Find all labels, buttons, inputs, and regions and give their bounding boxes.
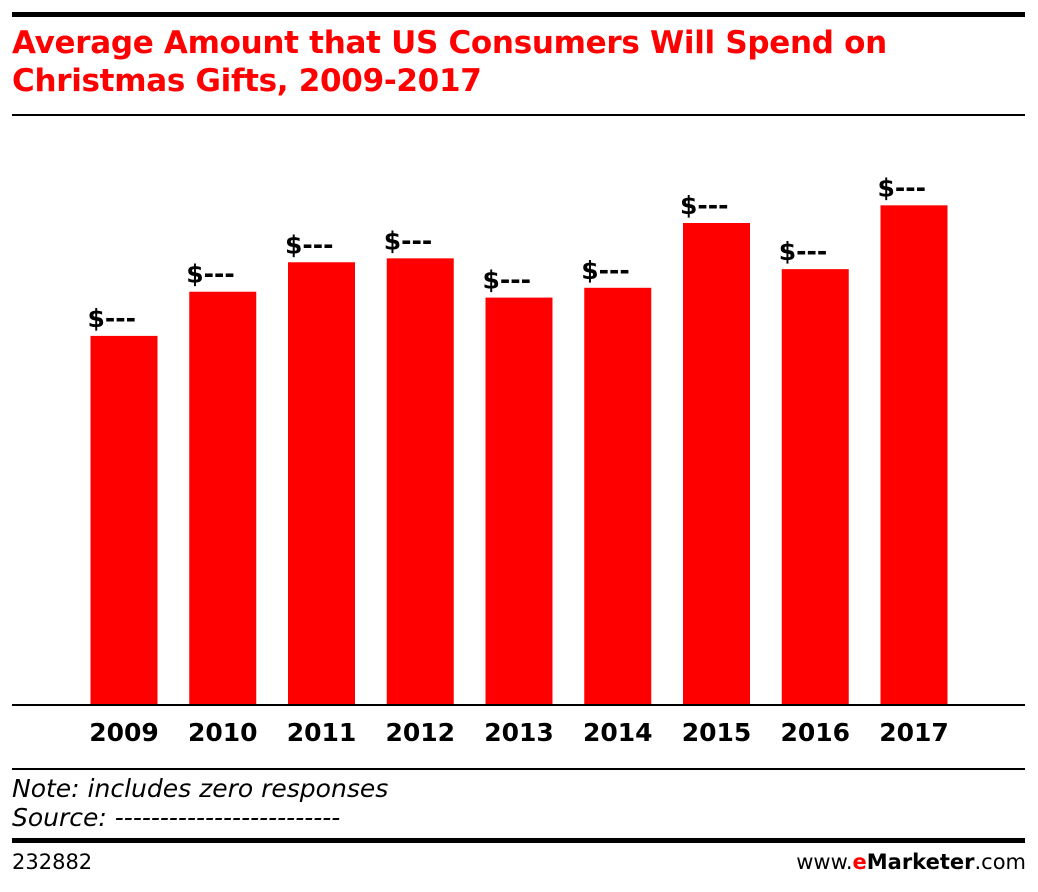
brand-e: e xyxy=(852,850,867,874)
title-rule xyxy=(12,114,1025,116)
chart-title: Average Amount that US Consumers Will Sp… xyxy=(12,25,887,99)
x-tick-label-2013: 2013 xyxy=(484,718,554,747)
bar-2010 xyxy=(189,291,257,705)
x-tick-label-2011: 2011 xyxy=(287,718,357,747)
bar-2016 xyxy=(781,269,849,705)
data-label-2012: $--- xyxy=(384,226,433,255)
data-label-2011: $--- xyxy=(285,230,334,259)
bar-2011 xyxy=(288,262,355,705)
bar-2013 xyxy=(485,297,553,705)
brand-prefix: www. xyxy=(796,850,853,874)
brand-link[interactable]: www.eMarketer.com xyxy=(796,849,1026,875)
top-rule xyxy=(12,12,1025,17)
chart-id: 232882 xyxy=(12,850,93,874)
data-label-2014: $--- xyxy=(581,256,630,285)
brand-name: Marketer xyxy=(866,850,975,874)
brand-suffix: .com xyxy=(974,850,1026,874)
data-label-2015: $--- xyxy=(680,191,729,220)
bar-2014 xyxy=(584,287,652,705)
bar-2015 xyxy=(683,223,750,706)
bar-2009 xyxy=(90,335,158,705)
x-tick-label-2012: 2012 xyxy=(385,718,455,747)
data-label-2016: $--- xyxy=(779,237,828,266)
x-tick-label-2009: 2009 xyxy=(89,718,159,747)
data-label-2010: $--- xyxy=(186,260,235,289)
x-tick-label-2017: 2017 xyxy=(879,718,949,747)
source-text: Source: ------------------------- xyxy=(12,803,341,832)
note-text: Note: includes zero responses xyxy=(12,774,389,803)
x-tick-label-2015: 2015 xyxy=(682,718,752,747)
data-label-2017: $--- xyxy=(878,173,927,202)
data-label-2009: $--- xyxy=(88,304,137,333)
note-rule xyxy=(12,768,1025,770)
data-label-2013: $--- xyxy=(483,266,532,295)
bottom-rule xyxy=(12,838,1025,843)
chart-notes: Note: includes zero responses Source: --… xyxy=(12,774,388,832)
x-tick-label-2014: 2014 xyxy=(583,718,653,747)
x-tick-label-2016: 2016 xyxy=(780,718,850,747)
bar-2012 xyxy=(386,258,454,705)
x-tick-label-2010: 2010 xyxy=(188,718,258,747)
bar-2017 xyxy=(880,205,948,705)
